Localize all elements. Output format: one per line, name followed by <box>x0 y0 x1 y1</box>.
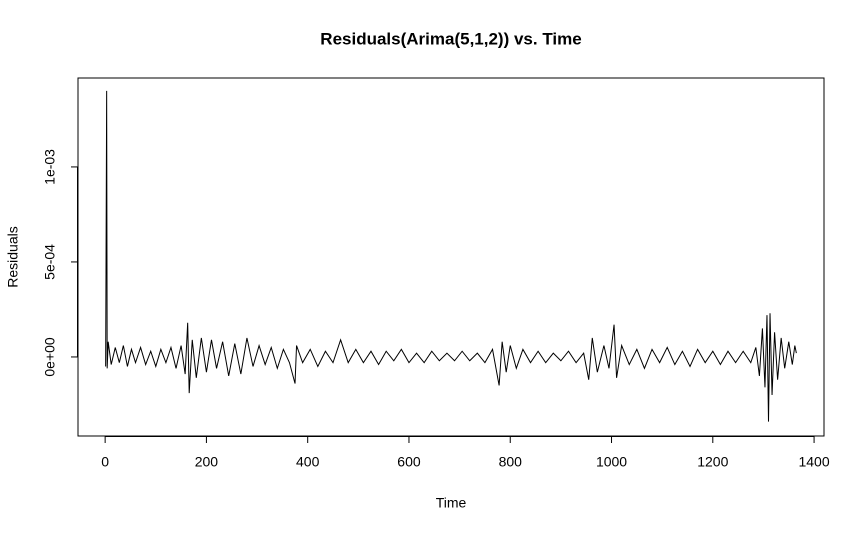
y-tick-label: 1e-03 <box>42 149 58 185</box>
chart-title: Residuals(Arima(5,1,2)) vs. Time <box>320 29 581 48</box>
x-tick-label: 1400 <box>798 454 829 470</box>
x-tick-label: 1000 <box>596 454 627 470</box>
residual-line <box>105 90 797 422</box>
x-axis-label: Time <box>436 495 467 511</box>
y-tick-label: 0e+00 <box>42 337 58 377</box>
x-tick-label: 600 <box>397 454 421 470</box>
x-tick-label: 200 <box>195 454 219 470</box>
y-tick-label: 5e-04 <box>42 244 58 280</box>
x-tick-label: 0 <box>101 454 109 470</box>
y-axis-label: Residuals <box>5 226 21 287</box>
x-tick-label: 800 <box>499 454 523 470</box>
x-tick-label: 1200 <box>697 454 728 470</box>
x-tick-label: 400 <box>296 454 320 470</box>
